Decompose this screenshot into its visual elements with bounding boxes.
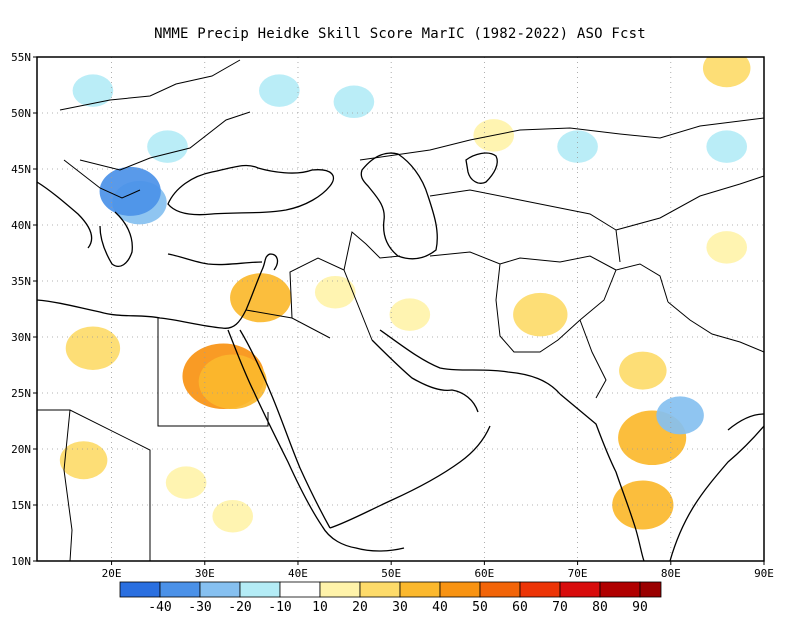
skill-patch (59, 441, 108, 480)
skill-patch (702, 57, 751, 88)
skill-patch (333, 85, 375, 119)
black-sea-coast (167, 164, 335, 216)
skill-patch (706, 231, 748, 264)
lat-tick-label: 50N (11, 107, 31, 120)
lon-tick-label: 70E (568, 567, 588, 580)
coastlines (37, 152, 764, 561)
red-sea-west-coast (227, 329, 323, 527)
colorbar-swatch (119, 581, 161, 598)
skill-patch (72, 74, 114, 107)
lat-lon-grid (37, 57, 764, 561)
horn-of-africa-coast (321, 525, 405, 552)
colorbar-swatch (319, 581, 361, 598)
colorbar-swatch (159, 581, 201, 598)
lat-tick-label: 40N (11, 219, 31, 232)
skill-patch (212, 499, 254, 533)
lon-tick-label: 50E (381, 567, 401, 580)
india-east-coast (669, 425, 764, 561)
lat-tick-label: 20N (11, 443, 31, 456)
lon-tick-label: 80E (661, 567, 681, 580)
lon-tick-label: 20E (102, 567, 122, 580)
colorbar-label: 60 (512, 600, 528, 615)
colorbar-swatch (279, 581, 321, 598)
lat-tick-label: 55N (11, 51, 31, 64)
skill-patch (198, 354, 267, 410)
skill-patch (619, 351, 667, 390)
india-west-coast (559, 393, 645, 561)
map-axes: 20E 30E 40E 50E 60E 70E 80E 90E 10N 15N 20N 25N 30N 3… (11, 51, 774, 580)
iran-coast (379, 329, 561, 395)
anatolia-south-coast (167, 253, 263, 266)
italy-coast (37, 181, 93, 249)
country-borders (37, 59, 764, 561)
lon-tick-label: 60E (474, 567, 494, 580)
colorbar-label: 80 (592, 600, 608, 615)
skill-patch (656, 396, 704, 435)
skill-shading (59, 57, 751, 533)
colorbar-label: 30 (392, 600, 408, 615)
skill-patch (65, 326, 121, 370)
colorbar: -40 -30 -20 -10 10 20 30 40 50 60 70 80 90 (119, 581, 662, 615)
colorbar-swatch (399, 581, 441, 598)
skill-patch (259, 74, 300, 107)
bengal-coast (727, 413, 764, 431)
colorbar-swatch (639, 581, 662, 598)
colorbar-label: 20 (352, 600, 368, 615)
lat-tick-label: 25N (11, 387, 31, 400)
aral-sea-coast (465, 152, 498, 184)
colorbar-label: -10 (268, 600, 291, 615)
greece-coast (99, 211, 133, 267)
lat-tick-label: 45N (11, 163, 31, 176)
colorbar-swatch (559, 581, 601, 598)
mediterranean-coast (37, 253, 279, 329)
colorbar-label: 70 (552, 600, 568, 615)
skill-patch (389, 298, 431, 331)
lon-tick-label: 30E (195, 567, 215, 580)
lat-tick-label: 10N (11, 555, 31, 568)
colorbar-label: 50 (472, 600, 488, 615)
skill-patch (99, 166, 161, 216)
lon-tick-label: 40E (288, 567, 308, 580)
persian-gulf-coast (371, 339, 479, 413)
skill-patch (513, 292, 568, 337)
map-title: NMME Precip Heidke Skill Score MarIC (19… (154, 26, 646, 42)
colorbar-label: -40 (148, 600, 171, 615)
lon-tick-label: 90E (754, 567, 774, 580)
skill-patch (557, 130, 598, 163)
colorbar-label: -20 (228, 600, 251, 615)
skill-patch (706, 130, 748, 163)
colorbar-swatch (199, 581, 241, 598)
colorbar-swatch (599, 581, 641, 598)
colorbar-label: 10 (312, 600, 328, 615)
colorbar-swatch (239, 581, 281, 598)
red-sea-east-coast (239, 329, 331, 529)
lat-tick-label: 35N (11, 275, 31, 288)
skill-patch (314, 275, 356, 309)
colorbar-label: 90 (632, 600, 648, 615)
colorbar-swatch (519, 581, 561, 598)
colorbar-label: 40 (432, 600, 448, 615)
colorbar-swatch (439, 581, 481, 598)
colorbar-label: -30 (188, 600, 211, 615)
lat-tick-label: 30N (11, 331, 31, 344)
arabia-south-coast (329, 425, 491, 529)
map-frame (36, 56, 765, 562)
skill-patch (147, 130, 188, 163)
colorbar-swatch (359, 581, 401, 598)
colorbar-swatch (479, 581, 521, 598)
caspian-sea-coast (360, 152, 438, 260)
skill-patch (165, 466, 207, 499)
lat-tick-label: 15N (11, 499, 31, 512)
